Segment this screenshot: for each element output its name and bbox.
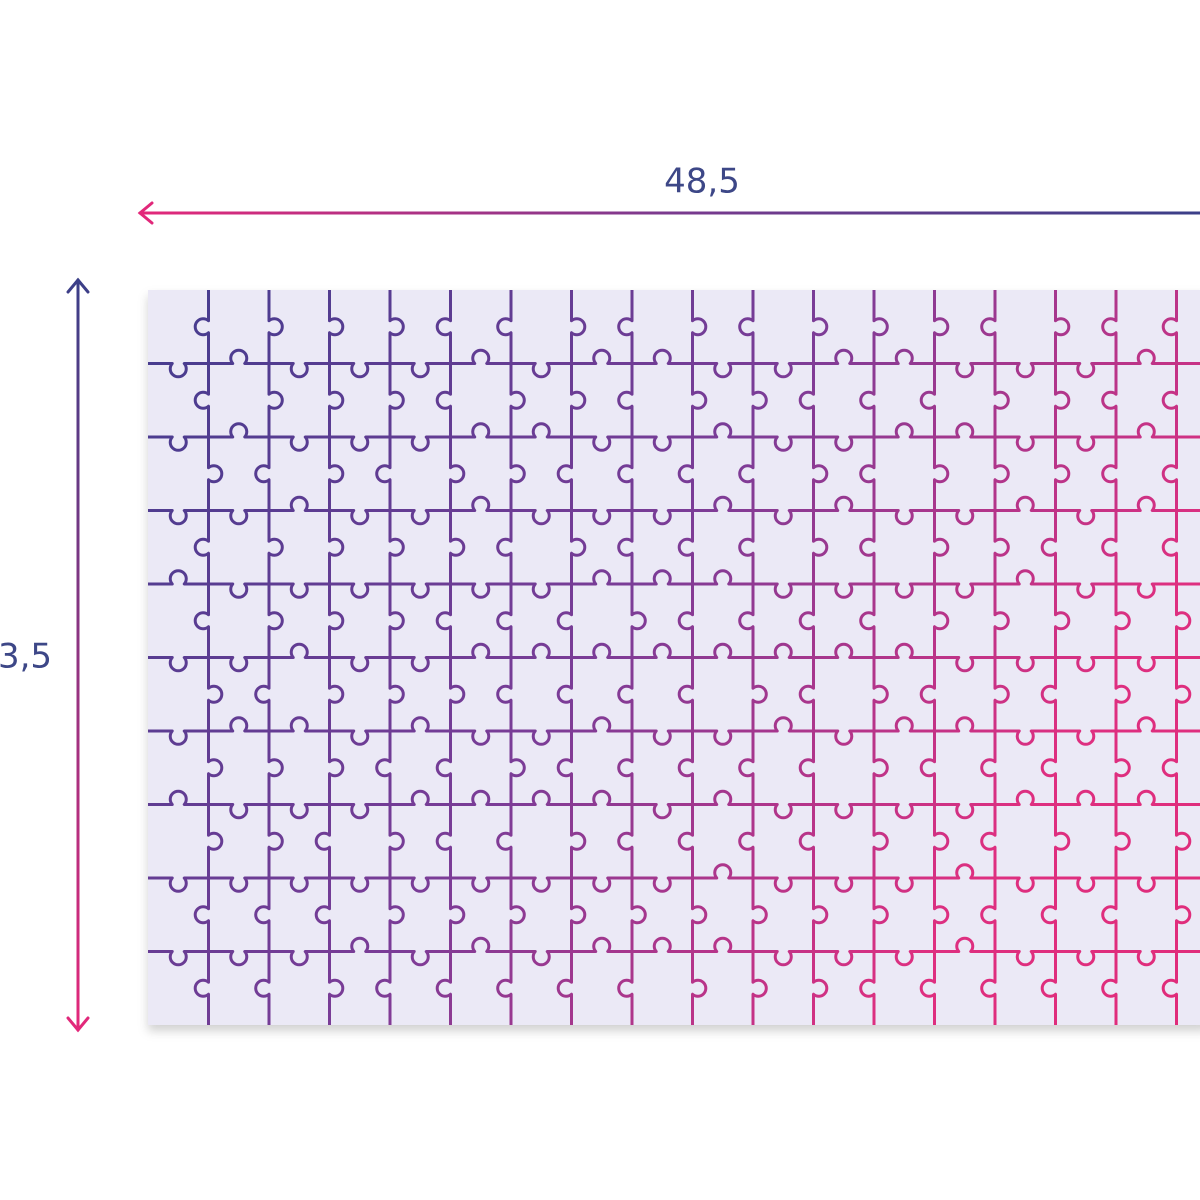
height-arrow (66, 277, 90, 1033)
width-arrow (137, 201, 1200, 225)
height-label: 3,5 (0, 637, 52, 677)
puzzle-lines (148, 290, 1200, 1025)
piece-edges (148, 290, 1200, 1025)
width-label: 48,5 (664, 162, 740, 202)
